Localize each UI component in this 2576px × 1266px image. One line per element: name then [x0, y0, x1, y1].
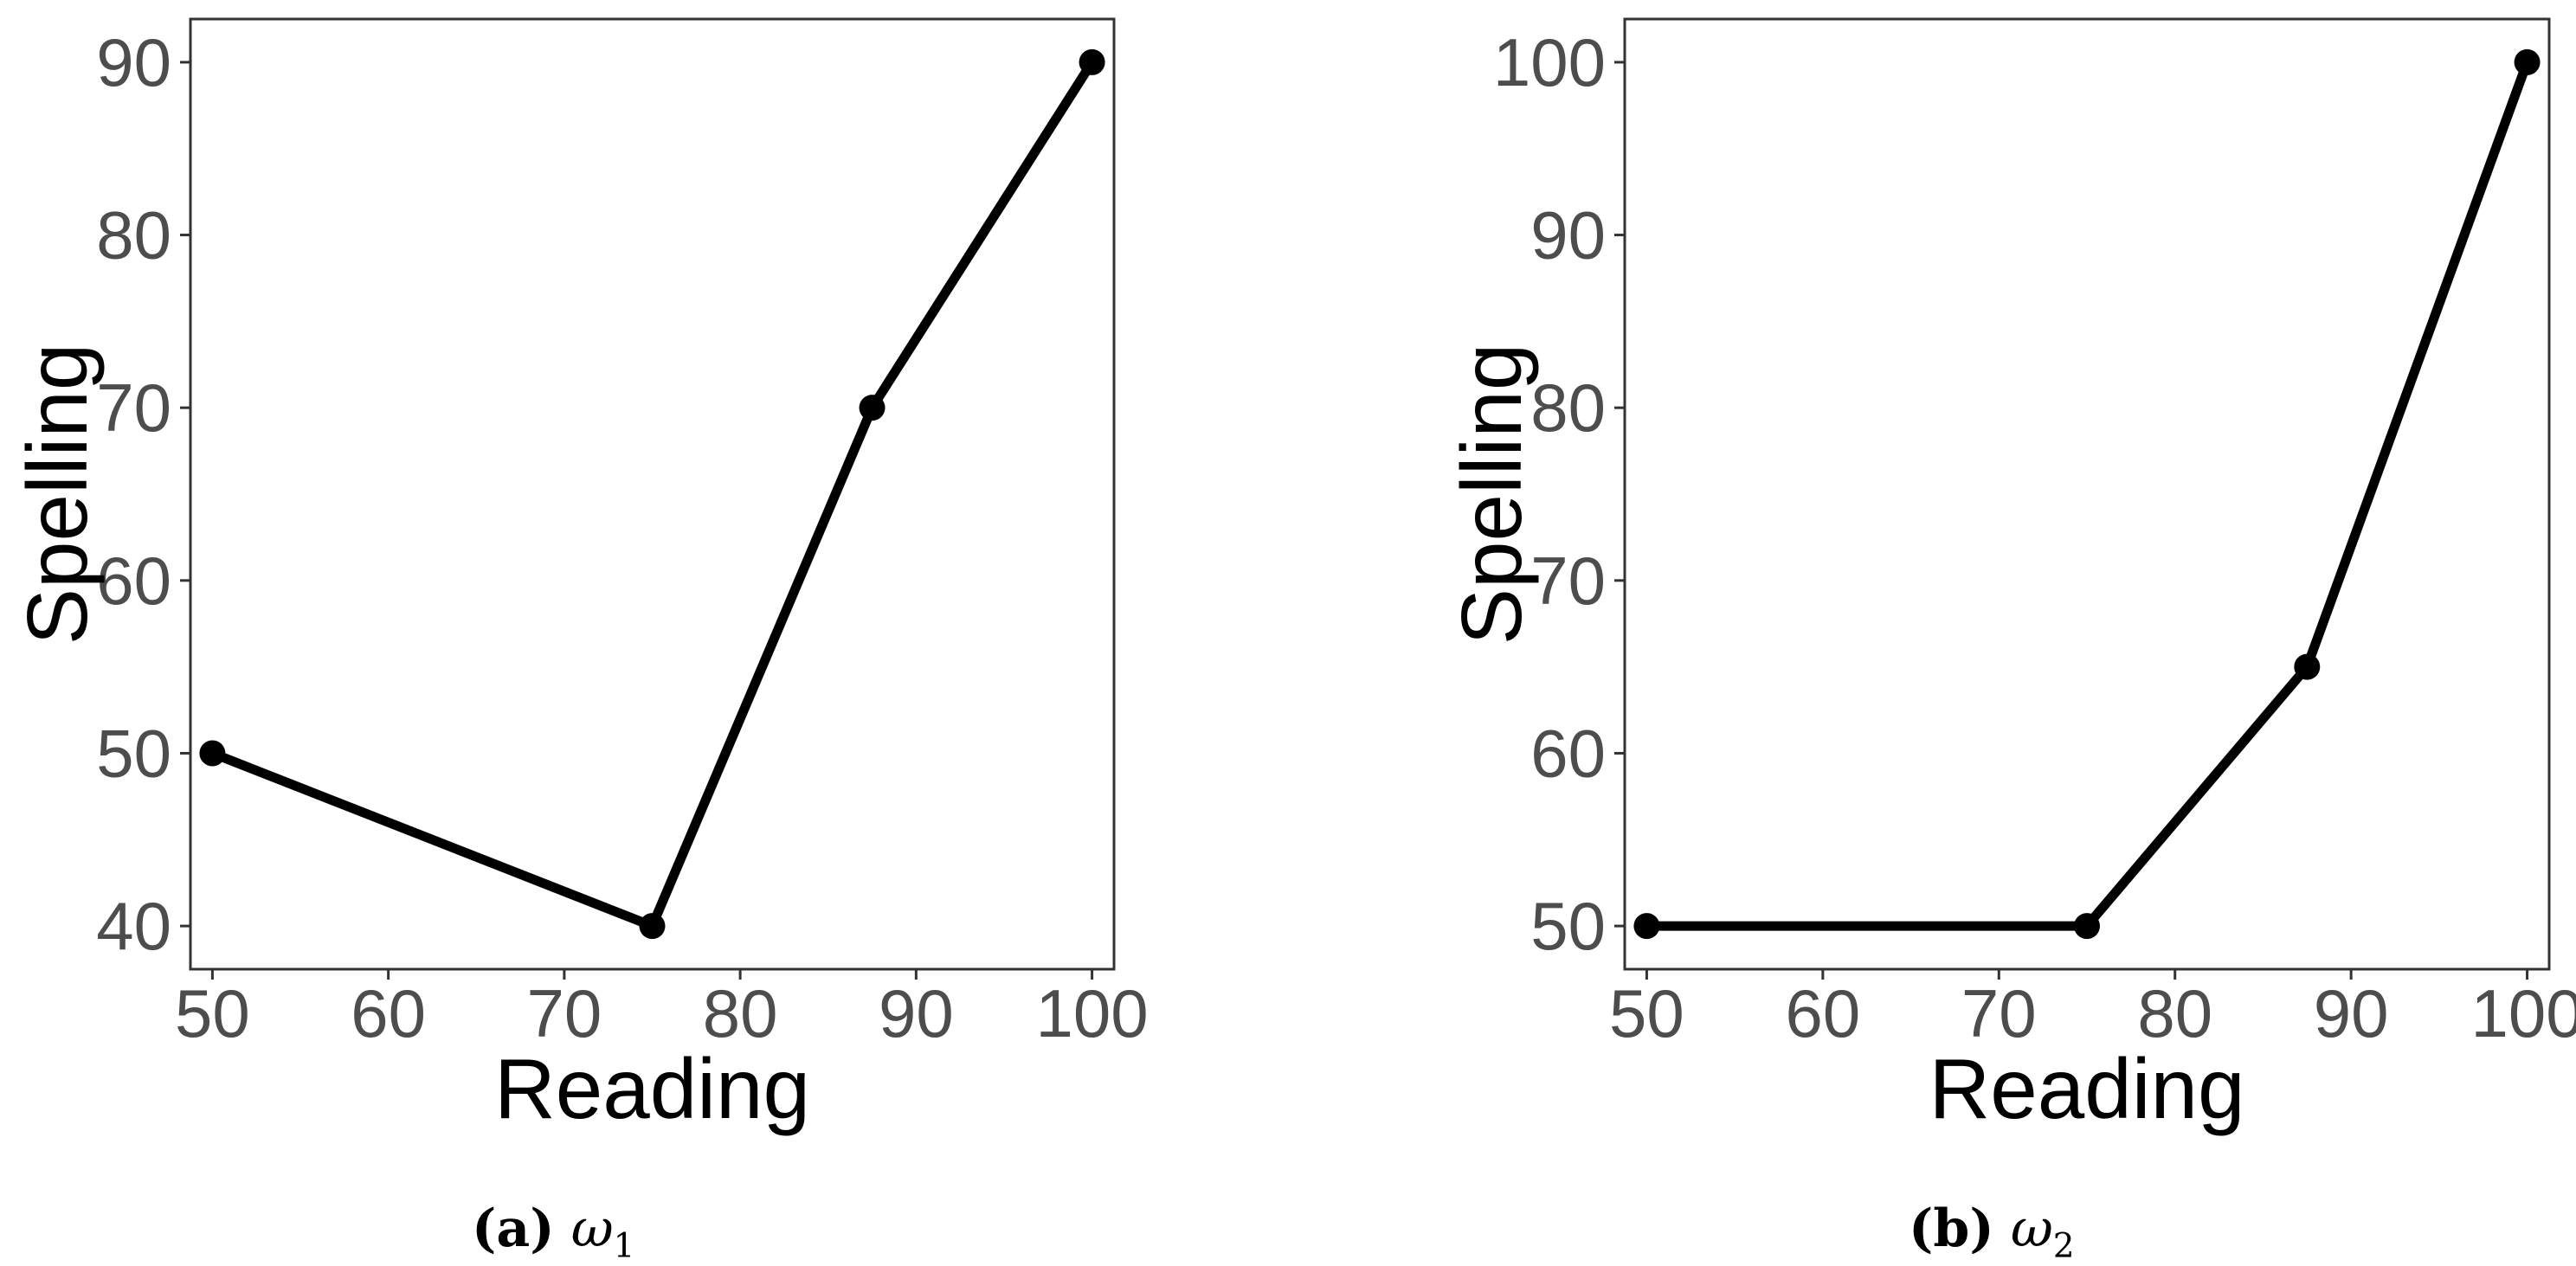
data-point-a-0	[199, 740, 226, 767]
y-tick-label-a-4: 80	[96, 197, 171, 273]
x-axis-label-b: Reading	[1929, 1041, 2244, 1136]
data-point-b-1	[2074, 913, 2100, 940]
caption-a: (a) ω1	[472, 1199, 635, 1266]
x-tick-label-b-1: 60	[1785, 975, 1860, 1051]
caption-b: (b) ω2	[1909, 1199, 2075, 1266]
data-point-a-2	[859, 395, 886, 421]
caption-b-label: (b)	[1909, 1199, 1994, 1259]
plot-area-a	[189, 17, 1116, 971]
series-line-a	[207, 57, 1098, 931]
caption-a-symbol: ω	[570, 1199, 614, 1259]
x-tick-label-a-1: 60	[351, 975, 426, 1051]
y-tick-label-b-0: 50	[1530, 888, 1606, 964]
x-tick-label-b-4: 90	[2314, 975, 2389, 1051]
caption-b-subscript: 2	[2052, 1227, 2075, 1266]
y-tick-label-b-3: 80	[1530, 370, 1606, 446]
y-tick-label-a-3: 70	[96, 370, 171, 446]
plot-area-b	[1623, 17, 2551, 971]
chart-panel-b: 50 60 70 80 90 100 50 60 70 80 90 100 Reading Spellin…	[1444, 17, 2576, 1136]
x-tick-label-a-4: 90	[879, 975, 954, 1051]
data-point-a-1	[639, 913, 666, 940]
y-tick-label-a-5: 90	[96, 24, 171, 100]
series-line-b	[1641, 57, 2533, 931]
y-tick-label-b-2: 70	[1530, 543, 1606, 619]
caption-a-label: (a)	[472, 1199, 555, 1259]
y-tick-label-a-1: 50	[96, 715, 171, 791]
x-tick-label-a-2: 70	[526, 975, 602, 1051]
x-tick-label-b-3: 80	[2137, 975, 2212, 1051]
x-tick-label-b-5: 100	[2471, 975, 2576, 1051]
x-axis-label-a: Reading	[494, 1041, 810, 1136]
caption-a-subscript: 1	[613, 1227, 635, 1266]
y-tick-label-b-1: 60	[1530, 715, 1606, 791]
data-point-b-0	[1633, 913, 1660, 940]
x-tick-label-b-0: 50	[1609, 975, 1684, 1051]
y-axis-label-a: Spelling	[10, 344, 105, 646]
data-point-b-2	[2294, 653, 2321, 680]
y-tick-label-b-4: 90	[1530, 197, 1606, 273]
x-tick-label-a-5: 100	[1036, 975, 1149, 1051]
y-tick-label-a-2: 60	[96, 543, 171, 619]
x-tick-label-a-3: 80	[703, 975, 778, 1051]
y-tick-label-a-0: 40	[96, 888, 171, 964]
x-tick-label-b-2: 70	[1961, 975, 2037, 1051]
y-tick-label-b-5: 100	[1493, 24, 1606, 100]
data-point-a-3	[1079, 48, 1105, 75]
y-axis-label-b: Spelling	[1444, 344, 1539, 646]
caption-b-symbol: ω	[2010, 1199, 2053, 1259]
x-tick-label-a-0: 50	[175, 975, 250, 1051]
data-point-b-3	[2514, 48, 2541, 75]
